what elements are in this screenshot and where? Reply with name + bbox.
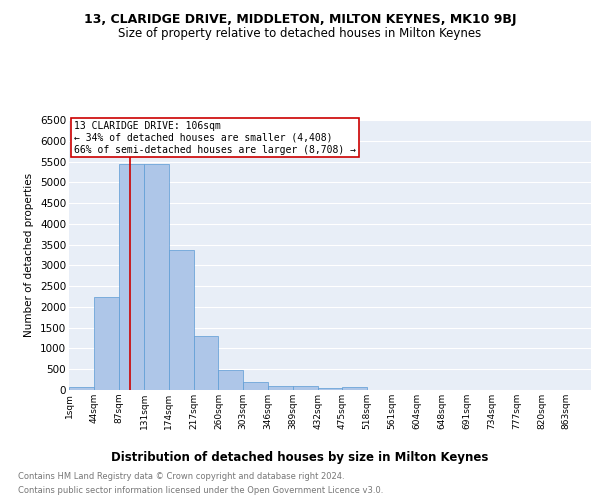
Text: Distribution of detached houses by size in Milton Keynes: Distribution of detached houses by size … <box>112 451 488 464</box>
Bar <box>243 382 268 390</box>
Bar <box>69 387 94 390</box>
Text: Contains public sector information licensed under the Open Government Licence v3: Contains public sector information licen… <box>18 486 383 495</box>
Bar <box>169 250 194 390</box>
Bar <box>144 164 169 390</box>
Bar <box>94 296 119 390</box>
Y-axis label: Number of detached properties: Number of detached properties <box>25 173 34 337</box>
Text: Size of property relative to detached houses in Milton Keynes: Size of property relative to detached ho… <box>118 28 482 40</box>
Text: 13, CLARIDGE DRIVE, MIDDLETON, MILTON KEYNES, MK10 9BJ: 13, CLARIDGE DRIVE, MIDDLETON, MILTON KE… <box>84 12 516 26</box>
Bar <box>343 388 367 390</box>
Bar <box>268 386 293 390</box>
Bar <box>293 386 317 390</box>
Bar <box>317 388 343 390</box>
Text: 13 CLARIDGE DRIVE: 106sqm
← 34% of detached houses are smaller (4,408)
66% of se: 13 CLARIDGE DRIVE: 106sqm ← 34% of detac… <box>74 122 356 154</box>
Text: Contains HM Land Registry data © Crown copyright and database right 2024.: Contains HM Land Registry data © Crown c… <box>18 472 344 481</box>
Bar <box>194 336 218 390</box>
Bar <box>218 370 243 390</box>
Bar <box>119 164 144 390</box>
